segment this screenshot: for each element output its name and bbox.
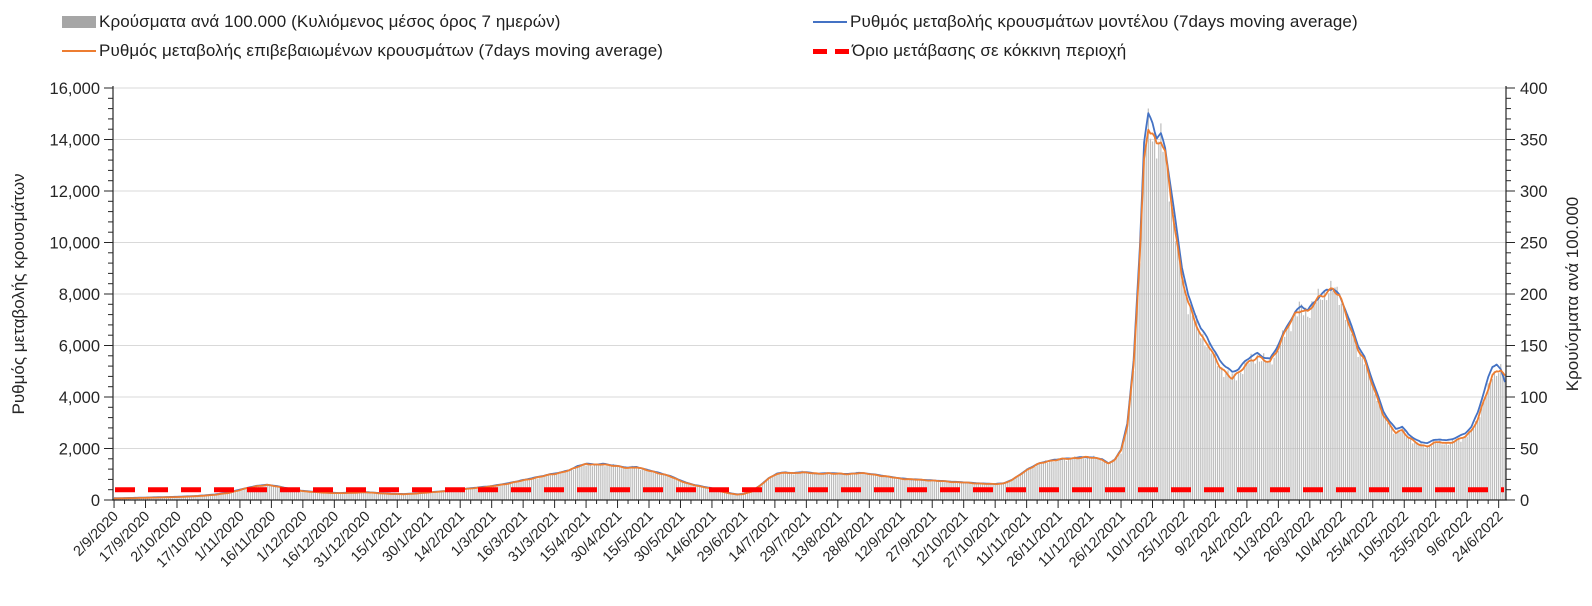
blue-line-swatch-icon	[813, 20, 847, 24]
legend-label-confirmed: Ρυθμός μεταβολής επιβεβαιωμένων κρουσμάτ…	[99, 41, 664, 60]
svg-text:4,000: 4,000	[59, 389, 100, 407]
svg-text:250: 250	[1520, 235, 1548, 253]
gray-bar-swatch-icon	[62, 16, 96, 28]
legend-item-threshold: Όριο μετάβασης σε κόκκινη περιοχή	[813, 40, 1126, 62]
svg-text:2,000: 2,000	[59, 441, 100, 459]
svg-text:0: 0	[91, 492, 100, 510]
svg-text:150: 150	[1520, 338, 1548, 356]
svg-text:300: 300	[1520, 183, 1548, 201]
orange-line-swatch-icon	[62, 49, 96, 53]
legend-label-threshold: Όριο μετάβασης σε κόκκινη περιοχή	[852, 41, 1127, 60]
svg-text:10,000: 10,000	[50, 235, 100, 253]
svg-text:Ρυθμός μεταβολής κρουσμάτων: Ρυθμός μεταβολής κρουσμάτων	[9, 174, 28, 415]
left-axis-ticks-and-labels: 0 2,000 4,000 6,000 8,000 10,000 12,000 14,000 1…	[50, 80, 113, 510]
svg-text:200: 200	[1520, 286, 1548, 304]
svg-text:8,000: 8,000	[59, 286, 100, 304]
legend-label-model: Ρυθμός μεταβολής κρουσμάτων μοντέλου (7d…	[850, 12, 1358, 31]
svg-text:400: 400	[1520, 80, 1548, 98]
svg-text:100: 100	[1520, 389, 1548, 407]
svg-text:350: 350	[1520, 132, 1548, 150]
legend-item-bars: Κρούσματα ανά 100.000 (Κυλιόμενος μέσος …	[62, 11, 560, 33]
svg-text:14,000: 14,000	[50, 132, 100, 150]
legend-label-bars: Κρούσματα ανά 100.000 (Κυλιόμενος μέσος …	[99, 12, 561, 31]
svg-text:6,000: 6,000	[59, 338, 100, 356]
x-axis-ticks-and-labels: 2/9/202017/9/20202/10/202017/10/20201/11…	[71, 500, 1506, 571]
legend-item-model: Ρυθμός μεταβολής κρουσμάτων μοντέλου (7d…	[813, 11, 1358, 33]
bars-series	[113, 108, 1506, 500]
right-axis-ticks-and-labels: 0 50 100 150 200 250 300 350 400	[1506, 80, 1548, 510]
svg-text:Κρουύσματα ανά 100.000: Κρουύσματα ανά 100.000	[1563, 197, 1582, 392]
svg-text:0: 0	[1520, 492, 1529, 510]
svg-text:12,000: 12,000	[50, 183, 100, 201]
chart-legend: Κρούσματα ανά 100.000 (Κυλιόμενος μέσος …	[0, 0, 1592, 70]
gridlines	[113, 87, 1506, 501]
model-line	[114, 112, 1506, 500]
confirmed-line	[113, 128, 1506, 500]
right-axis-title: Κρουύσματα ανά 100.000	[1563, 197, 1582, 392]
svg-text:50: 50	[1520, 441, 1538, 459]
red-dash-swatch-icon	[813, 48, 849, 54]
left-axis-title: Ρυθμός μεταβολής κρουσμάτων	[9, 174, 28, 415]
svg-text:16,000: 16,000	[50, 80, 100, 98]
legend-item-confirmed: Ρυθμός μεταβολής επιβεβαιωμένων κρουσμάτ…	[62, 40, 663, 62]
